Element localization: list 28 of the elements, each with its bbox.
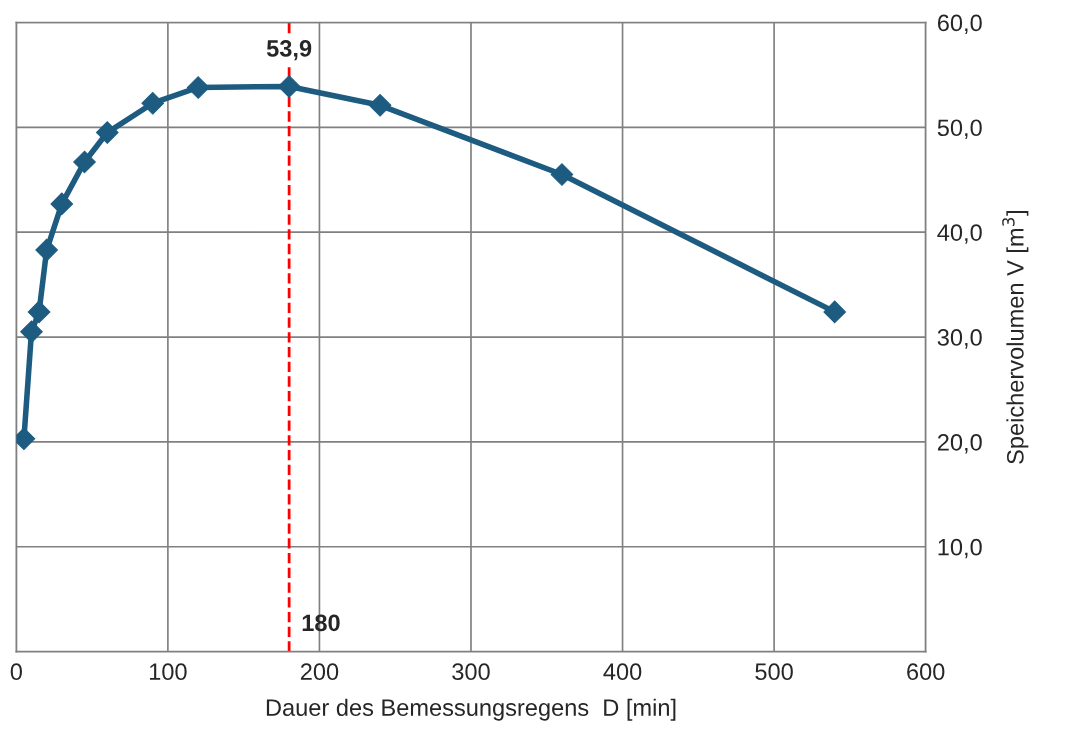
x-axis-title: Dauer des Bemessungsregens D [min]	[266, 698, 676, 721]
x-tick-label: 200	[300, 663, 339, 681]
point	[186, 76, 210, 99]
point	[277, 75, 301, 98]
point	[141, 91, 165, 115]
annotation: 53,9	[266, 40, 312, 61]
point	[368, 93, 392, 117]
point	[20, 320, 43, 344]
point	[95, 121, 119, 144]
x-tick-label: 500	[755, 663, 793, 681]
point	[27, 300, 51, 324]
y-tick-label: 20,0	[937, 433, 982, 454]
y-tick-label: 50,0	[937, 119, 982, 139]
point	[823, 300, 847, 324]
point	[50, 192, 74, 216]
y-tick-label: 10,0	[938, 538, 982, 559]
y-tick-label: 30,0	[937, 329, 982, 349]
x-tick-label: 300	[452, 663, 490, 681]
point	[73, 150, 96, 174]
y-tick-label: 40,0	[937, 224, 982, 244]
x-tick-label: 0	[10, 663, 22, 681]
y-axis-title: Speichervolumen V [m$^{3}$]	[1002, 211, 1029, 464]
x-tick-label: 400	[603, 663, 642, 681]
x-tick-label: 600	[907, 663, 945, 681]
point	[550, 163, 574, 186]
y-tick-label: 60,0	[937, 14, 982, 35]
point	[35, 238, 58, 262]
x-tick-label: 100	[149, 663, 187, 681]
